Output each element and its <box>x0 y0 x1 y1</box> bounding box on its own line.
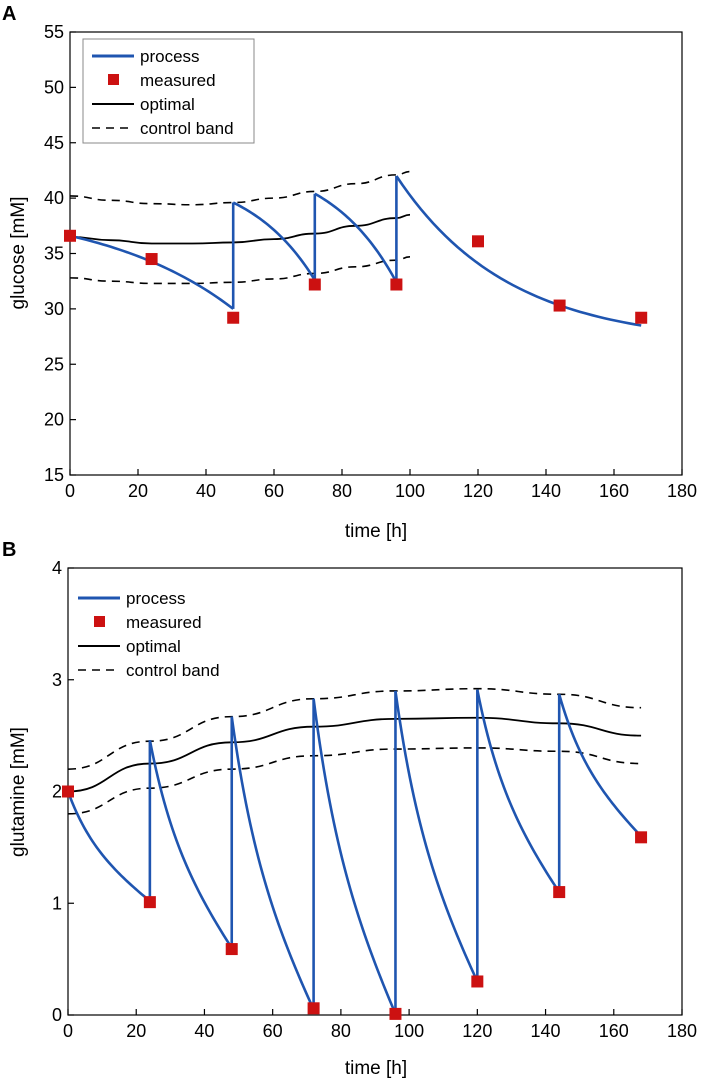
b-x-tick-label: 60 <box>263 1021 283 1041</box>
b-x-tick-label: 100 <box>394 1021 424 1041</box>
b-control-band-lower <box>67 747 642 815</box>
a-y-tick-label: 35 <box>44 244 64 264</box>
a-y-tick-label: 45 <box>44 133 64 153</box>
a-y-tick-label: 15 <box>44 465 64 485</box>
b-process-segment <box>312 698 397 1015</box>
b-process-segment <box>394 690 479 983</box>
legend-b-optimal-label: optimal <box>126 637 181 656</box>
b-y-tick-label: 3 <box>52 670 62 690</box>
b-measured-point <box>62 785 74 798</box>
b-process-segment <box>230 716 315 1010</box>
panel-a-series <box>64 170 648 327</box>
a-measured-point <box>390 278 403 291</box>
b-x-tick-label: 160 <box>599 1021 629 1041</box>
legend-b-control-band-label: control band <box>126 661 220 680</box>
b-y-tick-label: 4 <box>52 558 62 578</box>
a-process-segment <box>395 175 642 327</box>
b-measured-point <box>471 975 484 988</box>
legend-b-measured-label: measured <box>126 613 202 632</box>
a-control-band-upper <box>69 170 411 206</box>
a-y-tick-label: 25 <box>44 354 64 374</box>
b-process-segment <box>66 791 151 903</box>
a-x-tick-label: 60 <box>264 481 284 501</box>
a-x-tick-label: 20 <box>128 481 148 501</box>
a-y-tick-label: 40 <box>44 188 64 208</box>
legend-process-label: process <box>140 47 200 66</box>
a-y-tick-label: 55 <box>44 22 64 42</box>
b-x-tick-label: 140 <box>531 1021 561 1041</box>
b-process-segment <box>557 693 643 838</box>
panel-b-series <box>62 687 648 1020</box>
panel-a-axis-ticks: 0 20 40 60 80 100 120 140 160 180 15 20 25 30 35 40 45 50… <box>44 22 697 501</box>
a-process-segment <box>314 192 398 283</box>
panel-a-x-axis-title: time [h] <box>345 521 407 542</box>
panel-b-y-axis-title: glutamine [mM] <box>8 727 29 857</box>
a-y-tick-label: 20 <box>44 410 64 430</box>
b-process-segment <box>148 739 233 949</box>
a-optimal-line <box>69 213 411 245</box>
panel-a-y-axis-title: glucose [mM] <box>8 197 29 310</box>
a-x-tick-label: 160 <box>599 481 629 501</box>
a-process-segment <box>232 201 316 281</box>
b-x-tick-label: 20 <box>126 1021 146 1041</box>
b-x-tick-label: 0 <box>63 1021 73 1041</box>
a-measured-point <box>64 229 76 242</box>
b-process-segment <box>476 689 561 893</box>
legend-control-band-label: control band <box>140 119 234 138</box>
b-x-tick-label: 80 <box>331 1021 351 1041</box>
panel-b-axis-ticks: 0 20 40 60 80 100 120 140 160 180 0 1 2 3 4 <box>52 558 697 1041</box>
panel-a-legend: process measured optimal control band <box>82 38 255 144</box>
b-measured-point <box>307 1002 320 1015</box>
panel-a-glucose-chart: A 0 20 40 60 80 100 120 140 160 180 15 20 25 30 35 40 45… <box>2 3 697 542</box>
b-y-tick-label: 0 <box>52 1005 62 1025</box>
legend-measured-label: measured <box>140 71 216 90</box>
legend-b-process-label: process <box>126 589 186 608</box>
a-measured-point <box>472 235 484 248</box>
a-process-segment <box>69 234 234 310</box>
panel-b-legend: process measured optimal control band <box>78 589 220 680</box>
a-x-tick-label: 0 <box>65 481 75 501</box>
b-control-band-upper <box>67 687 642 770</box>
b-measured-point <box>143 896 156 909</box>
a-measured-point <box>145 253 158 266</box>
b-measured-point <box>225 943 238 956</box>
a-control-band-lower <box>69 256 411 285</box>
a-x-tick-label: 120 <box>463 481 493 501</box>
panel-b-glutamine-chart: B 0 20 40 60 80 100 120 140 160 180 0 1 2 3 4 time [h]… <box>2 539 697 1079</box>
a-measured-point <box>635 311 648 324</box>
b-x-tick-label: 180 <box>667 1021 697 1041</box>
b-measured-point <box>553 886 566 899</box>
a-x-tick-label: 80 <box>332 481 352 501</box>
a-measured-point <box>553 299 566 312</box>
legend-measured-swatch <box>108 74 119 85</box>
a-measured-point <box>308 278 321 291</box>
a-x-tick-label: 180 <box>667 481 697 501</box>
legend-optimal-label: optimal <box>140 95 195 114</box>
b-y-tick-label: 2 <box>52 782 62 802</box>
panel-a-letter: A <box>2 3 16 25</box>
a-y-tick-label: 30 <box>44 299 64 319</box>
a-x-tick-label: 140 <box>531 481 561 501</box>
a-x-tick-label: 100 <box>395 481 425 501</box>
legend-b-measured-swatch <box>94 616 105 627</box>
b-x-tick-label: 40 <box>194 1021 214 1041</box>
b-x-tick-label: 120 <box>462 1021 492 1041</box>
a-measured-point <box>227 311 240 324</box>
a-y-tick-label: 50 <box>44 77 64 97</box>
panel-b-x-axis-title: time [h] <box>345 1058 407 1079</box>
panel-b-letter: B <box>2 539 16 561</box>
b-measured-point <box>635 831 648 844</box>
b-measured-point <box>389 1007 402 1020</box>
b-y-tick-label: 1 <box>52 893 62 913</box>
a-x-tick-label: 40 <box>196 481 216 501</box>
